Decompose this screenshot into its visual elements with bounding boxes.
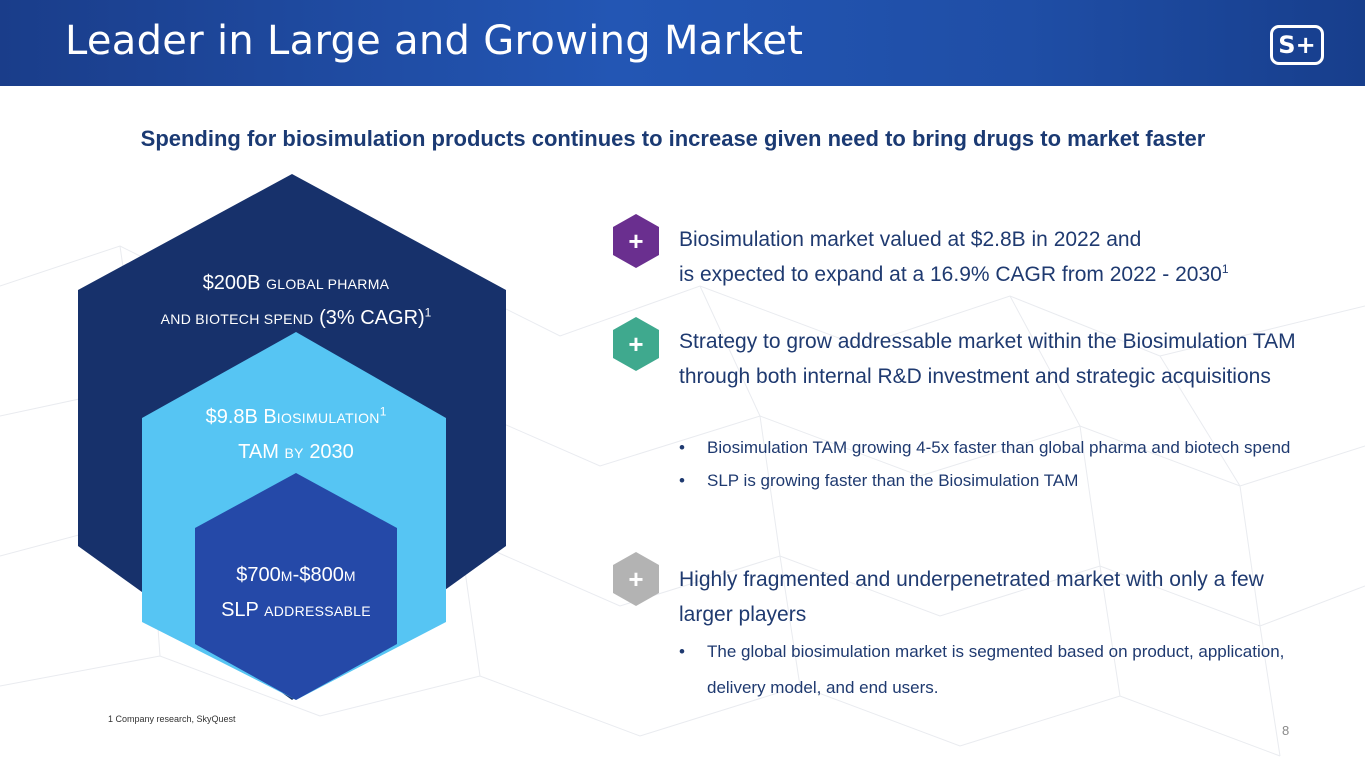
sub-bullet-list: Biosimulation TAM growing 4-5x faster th… (679, 430, 1299, 499)
slide-subtitle: Spending for biosimulation products cont… (140, 126, 1206, 151)
tam-label: IOSIMULATION (276, 410, 380, 426)
hexagon-label-biosimulation-tam: $9.8B BIOSIMULATION1 TAM BY 2030 (80, 400, 512, 470)
footnote-ref: 1 (1221, 262, 1229, 276)
sub-bullet-item: SLP is growing faster than the Biosimula… (679, 463, 1299, 499)
slp-addressable-label: ADDRESSABLE (264, 603, 371, 619)
hexagon-label-global-spend: $200B GLOBAL PHARMA AND BIOTECH SPEND (3… (80, 266, 512, 336)
slp-value-low: $700 (236, 564, 281, 586)
sub-bullet-item: The global biosimulation market is segme… (679, 634, 1299, 706)
global-spend-value: $200B (202, 272, 261, 294)
market-hexagons (78, 174, 506, 700)
global-spend-cagr: (3% CAGR) (313, 307, 425, 329)
tam-value: $9.8B B (205, 406, 277, 428)
footnote-ref: 1 (379, 404, 387, 419)
bullet-text: Highly fragmented and underpenetrated ma… (679, 568, 1264, 626)
tam-year: 2030 (309, 441, 354, 463)
tam-label-2: TAM (238, 441, 279, 463)
company-logo: S+ (1270, 25, 1324, 65)
bullet-text: Strategy to grow addressable market with… (679, 330, 1296, 388)
hexagon-label-slp-addressable: $700M-$800M SLP ADDRESSABLE (80, 558, 512, 628)
slp-value-high: -$800 (292, 564, 344, 586)
slp-label: SLP (221, 599, 259, 621)
sub-bullet-list: The global biosimulation market is segme… (679, 634, 1299, 706)
bullet-text-line-1: Biosimulation market valued at $2.8B in … (679, 228, 1142, 251)
plus-icon: + (612, 317, 660, 371)
plus-icon: + (612, 552, 660, 606)
page-title: Leader in Large and Growing Market (65, 18, 804, 64)
hexagon-slp-addressable (195, 473, 397, 700)
header-banner: Leader in Large and Growing Market S+ (0, 0, 1365, 86)
tam-by: BY (284, 445, 304, 461)
footnote: 1 Company research, SkyQuest (108, 714, 236, 724)
slp-unit-low: M (280, 568, 293, 584)
slp-unit-high: M (343, 568, 356, 584)
footnote-ref: 1 (424, 305, 432, 320)
plus-icon: + (612, 214, 660, 268)
global-spend-label-2: AND BIOTECH SPEND (160, 311, 314, 327)
bullet-text: Biosimulation market valued at $2.8B in … (679, 222, 1299, 292)
page-number: 8 (1282, 723, 1290, 738)
sub-bullet-item: Biosimulation TAM growing 4-5x faster th… (679, 430, 1299, 466)
bullet-text-line-2: is expected to expand at a 16.9% CAGR fr… (679, 263, 1222, 286)
global-spend-label: GLOBAL PHARMA (266, 276, 390, 292)
